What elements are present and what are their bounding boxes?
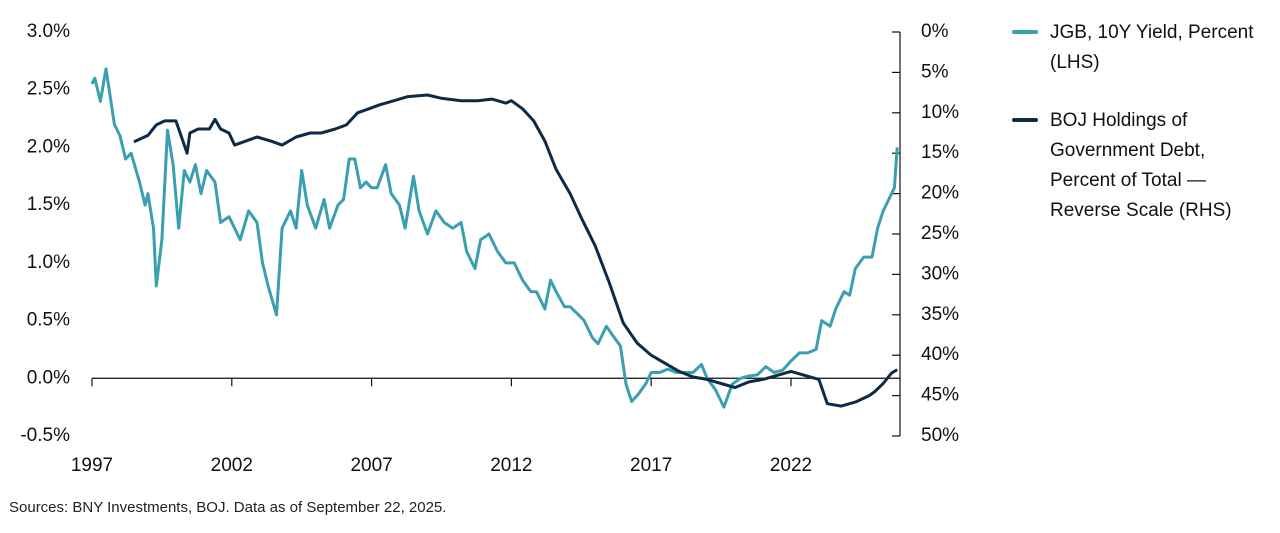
y2-tick-label: 20% [921, 183, 959, 204]
y2-tick-label: 30% [921, 263, 959, 284]
x-tick-label: 2007 [350, 455, 392, 476]
y2-tick-label: 0% [921, 21, 949, 42]
y2-tick-label: 25% [921, 223, 959, 244]
legend: JGB, 10Y Yield, Percent (LHS) BOJ Holding… [1012, 18, 1274, 254]
y-tick-label: 0.0% [27, 367, 70, 388]
legend-entry: BOJ Holdings of Government Debt, Percent… [1012, 106, 1274, 226]
legend-label: JGB, 10Y Yield, Percent (LHS) [1050, 22, 1254, 73]
y2-tick-label: 45% [921, 385, 959, 406]
x-tick-label: 2022 [770, 455, 812, 476]
y-tick-label: 2.0% [27, 136, 70, 157]
y2-tick-label: 40% [921, 344, 959, 365]
y-tick-label: 2.5% [27, 79, 70, 100]
y-tick-label: 3.0% [27, 21, 70, 42]
y2-tick-label: 5% [921, 61, 949, 82]
y-tick-label: 1.5% [27, 194, 70, 215]
y2-tick-label: 10% [921, 102, 959, 123]
series-line [90, 67, 899, 409]
x-tick-label: 1997 [71, 455, 113, 476]
x-tick-label: 2017 [630, 455, 672, 476]
y2-tick-label: 15% [921, 142, 959, 163]
series-line [133, 93, 898, 408]
y-tick-label: -0.5% [20, 425, 70, 446]
y2-tick-label: 50% [921, 425, 959, 446]
source-note: Sources: BNY Investments, BOJ. Data as o… [9, 499, 447, 516]
y-tick-label: 0.5% [27, 310, 70, 331]
y2-tick-label: 35% [921, 304, 959, 325]
legend-label: BOJ Holdings of Government Debt, Percent… [1050, 110, 1232, 221]
legend-swatch [1012, 30, 1038, 34]
legend-entry: JGB, 10Y Yield, Percent (LHS) [1012, 18, 1274, 78]
y-tick-label: 1.0% [27, 252, 70, 273]
legend-swatch [1012, 118, 1038, 122]
x-tick-label: 2012 [490, 455, 532, 476]
x-tick-label: 2002 [211, 455, 253, 476]
